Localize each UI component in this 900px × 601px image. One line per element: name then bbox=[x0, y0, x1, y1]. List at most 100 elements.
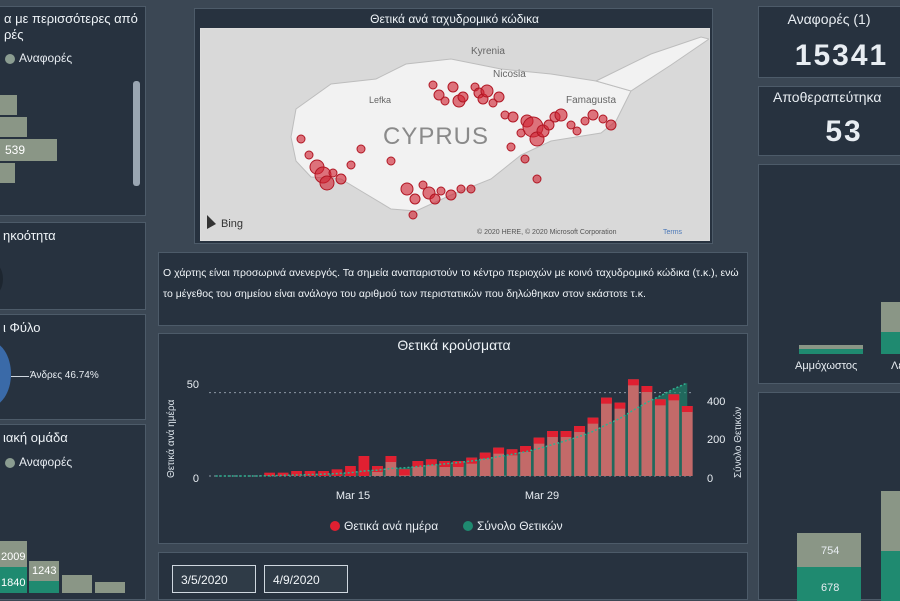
kpi-recovered-title: Αποθεραπεύτηκα bbox=[773, 89, 882, 105]
map-point bbox=[436, 186, 446, 196]
map-point bbox=[566, 120, 576, 130]
map-point bbox=[319, 175, 335, 191]
map-point bbox=[466, 184, 476, 194]
district-bar-2[interactable] bbox=[881, 302, 900, 332]
daily-bar bbox=[627, 379, 639, 476]
daily-bar-cap bbox=[641, 386, 653, 392]
start-date-input[interactable]: 3/5/2020 bbox=[172, 565, 256, 593]
left-top-bar-3[interactable] bbox=[0, 139, 57, 161]
chart-title: Θετικά κρούσματα bbox=[397, 337, 511, 353]
right-tick-200: 200 bbox=[707, 434, 725, 446]
daily-bar-cap bbox=[520, 446, 531, 452]
left-top-bar-2 bbox=[0, 117, 27, 137]
chart-panel: Θετικά κρούσματα Θετικά ανά ημέρα Σύνολο… bbox=[158, 333, 748, 544]
daily-bar bbox=[668, 394, 680, 476]
daily-bar bbox=[601, 397, 612, 476]
daily-bar bbox=[547, 431, 558, 476]
left-tick-0: 0 bbox=[193, 473, 199, 485]
map-point bbox=[598, 114, 608, 124]
map-point bbox=[506, 142, 516, 152]
age-value-3: 1243 bbox=[32, 565, 57, 577]
daily-bar bbox=[614, 402, 626, 476]
gender-pie[interactable] bbox=[0, 341, 11, 407]
map-point bbox=[335, 173, 347, 185]
left-tick-50: 50 bbox=[187, 379, 199, 391]
map-point bbox=[386, 156, 396, 166]
map-point bbox=[400, 182, 414, 196]
left-top-title-2: ρές bbox=[4, 27, 24, 42]
right-bottom-bar-2-bottom bbox=[881, 551, 900, 601]
map-point bbox=[428, 80, 438, 90]
daily-bar-cap bbox=[479, 452, 491, 459]
map-point bbox=[554, 108, 568, 122]
age-value-1: 2009 bbox=[1, 551, 26, 563]
map-point bbox=[572, 126, 582, 136]
chart-svg: Θετικά ανά ημέρα Σύνολο Θετικών 0 50 0 2… bbox=[165, 379, 744, 533]
gender-title: ι Φύλο bbox=[3, 320, 41, 335]
map-point bbox=[356, 144, 366, 154]
district-bar-1-bottom bbox=[799, 349, 863, 354]
daily-bar bbox=[681, 406, 693, 476]
daily-bar-cap bbox=[506, 449, 518, 456]
map-point bbox=[447, 81, 459, 93]
age-bar-3[interactable] bbox=[62, 575, 92, 593]
daily-bar-cap bbox=[560, 431, 572, 437]
map-point bbox=[346, 160, 356, 170]
map-point bbox=[507, 111, 519, 123]
daily-bar-cap bbox=[587, 417, 599, 424]
map-point bbox=[440, 96, 450, 106]
left-age-panel: ιακή ομάδα Αναφορές 2009 1840 1243 bbox=[0, 424, 146, 600]
daily-bar-cap bbox=[681, 406, 693, 412]
daily-bar bbox=[412, 461, 424, 476]
map-point bbox=[480, 84, 494, 98]
right-bottom-value-1: 754 bbox=[821, 545, 840, 557]
daily-bar bbox=[277, 472, 289, 476]
note-panel: Ο χάρτης είναι προσωρινά ανενεργός. Τα σ… bbox=[158, 252, 748, 326]
left-top-scrollbar[interactable] bbox=[133, 81, 140, 186]
kpi-reports-card: Αναφορές (1) 15341 bbox=[758, 6, 900, 78]
ethnicity-title: ηκοότητα bbox=[3, 228, 56, 243]
map-point bbox=[304, 150, 314, 160]
daily-bar bbox=[345, 466, 356, 476]
right-tick-400: 400 bbox=[707, 396, 725, 408]
map-point bbox=[457, 91, 469, 103]
left-ethnicity-panel: ηκοότητα bbox=[0, 222, 146, 310]
daily-bar-cap bbox=[574, 426, 585, 432]
age-bar-2-bottom bbox=[29, 581, 59, 593]
chart-ylabel-left: Θετικά ανά ημέρα bbox=[165, 399, 177, 478]
city-nicosia: Nicosia bbox=[493, 69, 526, 80]
city-kyrenia: Kyrenia bbox=[471, 46, 505, 57]
daily-bar bbox=[304, 471, 316, 476]
daily-bar bbox=[574, 426, 585, 476]
chart-line bbox=[215, 382, 688, 477]
left-top-bar-1 bbox=[0, 95, 17, 115]
left-top-bar-value: 539 bbox=[5, 143, 26, 157]
map-view[interactable]: CYPRUS Kyrenia Nicosia Lefka Famagusta B… bbox=[200, 28, 710, 241]
age-bar-4[interactable] bbox=[95, 582, 125, 593]
left-top-bar-4 bbox=[0, 163, 15, 183]
daily-bar-cap bbox=[547, 431, 558, 437]
daily-bar-cap bbox=[614, 402, 626, 409]
kpi-recovered-value: 53 bbox=[825, 115, 863, 148]
map-point bbox=[488, 98, 498, 108]
end-date-input[interactable]: 4/9/2020 bbox=[264, 565, 348, 593]
daily-bar-cap bbox=[493, 447, 505, 454]
left-top-legend: Αναφορές bbox=[5, 51, 72, 65]
age-value-2: 1840 bbox=[1, 577, 26, 589]
daily-bar-cap bbox=[627, 379, 639, 386]
daily-bar-cap bbox=[452, 461, 464, 467]
right-bottom-bar-2[interactable] bbox=[881, 491, 900, 551]
map-point bbox=[493, 91, 505, 103]
note-text: Ο χάρτης είναι προσωρινά ανενεργός. Τα σ… bbox=[163, 267, 739, 300]
ethnicity-donut-fragment bbox=[0, 261, 3, 297]
gender-label-line bbox=[11, 376, 29, 377]
legend-dot-icon bbox=[5, 53, 15, 64]
city-lefka: Lefka bbox=[369, 95, 391, 105]
right-bottom-bar-1[interactable] bbox=[797, 533, 861, 567]
left-top-panel: α με περισσότερες από ρές Αναφορές 539 bbox=[0, 6, 146, 216]
daily-bar-cap bbox=[654, 399, 666, 406]
x-tick-mar29: Mar 29 bbox=[525, 490, 559, 502]
district-bar-1[interactable] bbox=[799, 345, 863, 349]
daily-bar bbox=[331, 469, 343, 476]
map-point bbox=[429, 193, 441, 205]
